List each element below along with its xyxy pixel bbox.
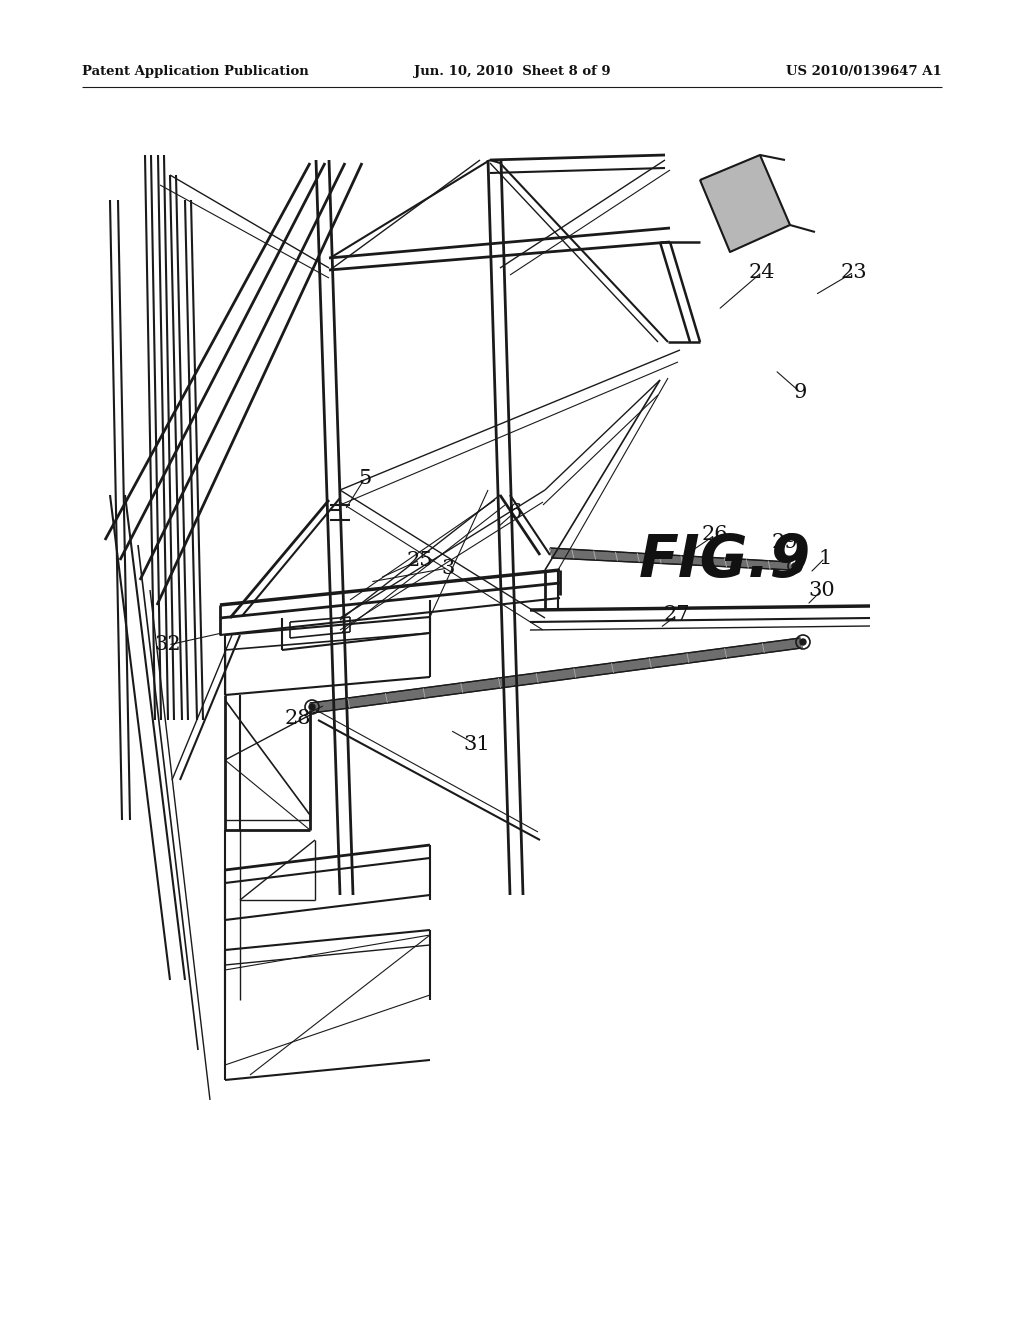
Polygon shape [550, 548, 792, 570]
Text: 3: 3 [441, 558, 455, 578]
Text: US 2010/0139647 A1: US 2010/0139647 A1 [786, 66, 942, 78]
Text: Patent Application Publication: Patent Application Publication [82, 66, 309, 78]
Text: 30: 30 [809, 581, 836, 599]
Text: 26: 26 [701, 525, 728, 544]
Text: FIG.9: FIG.9 [639, 532, 811, 589]
Text: Jun. 10, 2010  Sheet 8 of 9: Jun. 10, 2010 Sheet 8 of 9 [414, 66, 610, 78]
Text: 29: 29 [772, 532, 799, 552]
Circle shape [800, 639, 806, 645]
Text: 27: 27 [664, 606, 690, 624]
Text: 23: 23 [841, 263, 867, 281]
Text: 5: 5 [358, 469, 372, 487]
Circle shape [792, 564, 798, 569]
Text: 6: 6 [508, 503, 521, 521]
Text: 28: 28 [285, 709, 311, 727]
Text: 1: 1 [818, 549, 831, 568]
Polygon shape [700, 154, 790, 252]
Text: 9: 9 [794, 383, 807, 401]
Polygon shape [310, 638, 802, 713]
Text: 25: 25 [407, 550, 433, 569]
Circle shape [309, 704, 315, 710]
Text: 31: 31 [464, 735, 490, 755]
Text: 24: 24 [749, 263, 775, 281]
Text: 32: 32 [155, 635, 181, 655]
